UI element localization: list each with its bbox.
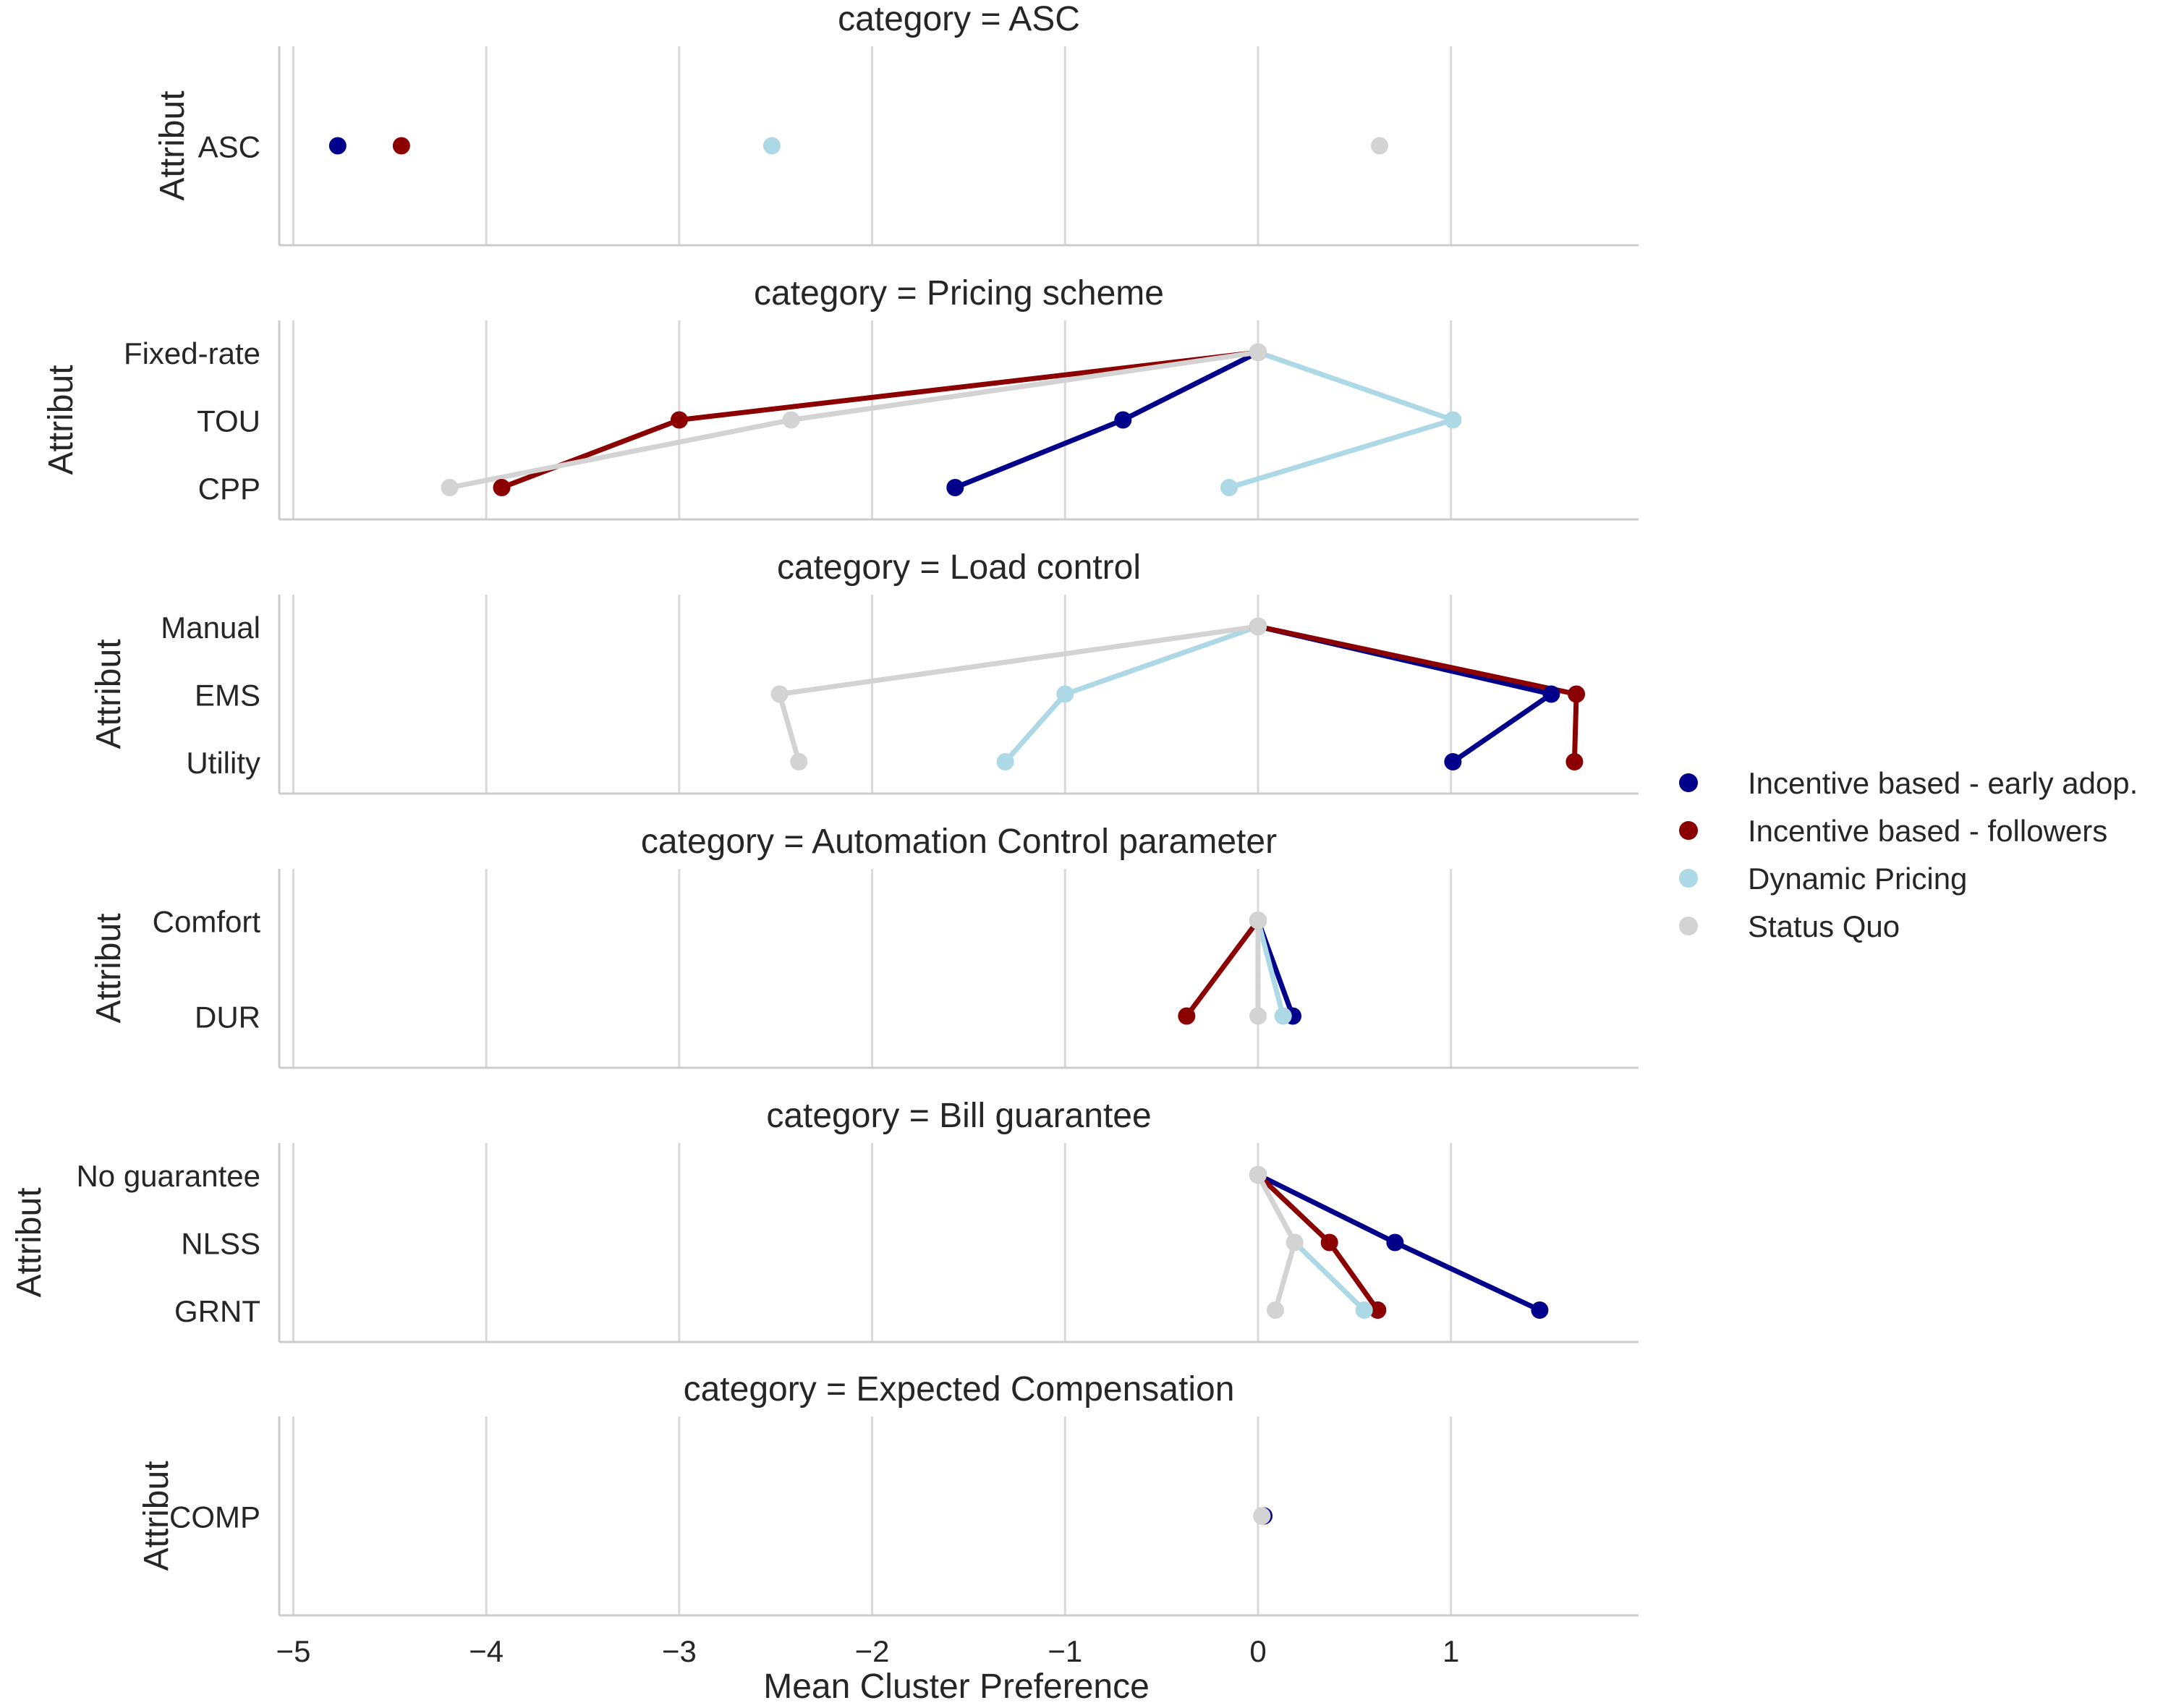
y-tick-label: Comfort — [153, 905, 261, 939]
x-axis-label: Mean Cluster Preference — [763, 1667, 1150, 1706]
data-point — [762, 137, 781, 155]
y-axis-label: Attribut — [90, 639, 128, 749]
x-tick-label: 1 — [1443, 1634, 1459, 1668]
y-axis-label: Attribut — [153, 90, 192, 200]
data-point — [670, 411, 688, 429]
data-point — [493, 479, 511, 496]
y-tick-label: EMS — [195, 679, 260, 713]
y-axis-label: Attribut — [137, 1461, 176, 1571]
data-point — [1320, 1233, 1338, 1252]
y-axis-label: Attribut — [90, 913, 128, 1023]
data-point — [1386, 1233, 1404, 1252]
data-point — [946, 479, 964, 496]
data-point — [1444, 411, 1462, 429]
data-point — [1253, 1507, 1271, 1525]
data-point — [1369, 1301, 1387, 1319]
y-tick-label: DUR — [195, 1000, 260, 1034]
data-point — [1531, 1301, 1549, 1319]
x-tick-label: −2 — [855, 1634, 890, 1668]
data-point — [1267, 1301, 1285, 1319]
y-tick-label: CPP — [198, 472, 260, 506]
data-point — [790, 753, 808, 770]
legend: Incentive based - early adop. Incentive b… — [1679, 766, 2138, 943]
legend-label: Dynamic Pricing — [1748, 862, 1967, 896]
x-tick-label: −1 — [1048, 1634, 1082, 1668]
facet-panel: category = Expected Compensation COMPAttr… — [137, 1370, 1639, 1617]
facet-panel: category = Bill guarantee No guarantee NLS… — [10, 1097, 1639, 1343]
x-tick-label: −4 — [469, 1634, 504, 1668]
y-tick-label: ASC — [198, 130, 260, 164]
x-tick-label: −5 — [276, 1634, 311, 1668]
y-tick-label: Fixed-rate — [124, 336, 260, 370]
data-point — [392, 137, 410, 155]
data-point — [996, 753, 1014, 770]
y-tick-label: No guarantee — [76, 1159, 260, 1193]
y-tick-label: Utility — [186, 746, 260, 780]
data-point — [1249, 1007, 1267, 1025]
data-point — [1542, 685, 1560, 703]
data-point — [328, 137, 347, 155]
legend-marker — [1679, 869, 1698, 888]
data-point — [782, 411, 800, 429]
data-point — [1286, 1233, 1304, 1252]
data-point — [1568, 685, 1586, 703]
data-point — [1178, 1007, 1196, 1025]
y-tick-label: GRNT — [174, 1294, 260, 1328]
facet-title: category = Load control — [777, 548, 1141, 587]
legend-marker — [1679, 821, 1698, 840]
x-tick-label: −3 — [662, 1634, 697, 1668]
series-line — [1184, 919, 1260, 1018]
y-tick-label: COMP — [169, 1500, 260, 1534]
data-point — [1371, 137, 1389, 155]
data-point — [1056, 685, 1074, 703]
y-tick-label: TOU — [197, 404, 260, 438]
legend-label: Status Quo — [1748, 909, 1900, 943]
data-point — [1249, 1166, 1267, 1184]
data-point — [1220, 479, 1238, 496]
data-point — [1565, 753, 1584, 770]
facet-title: category = ASC — [838, 0, 1080, 38]
data-point — [441, 479, 459, 496]
legend-label: Incentive based - early adop. — [1748, 766, 2138, 800]
facet-title: category = Expected Compensation — [684, 1370, 1235, 1409]
y-tick-label: Manual — [161, 611, 260, 645]
legend-label: Incentive based - followers — [1748, 814, 2107, 848]
data-point — [770, 685, 789, 703]
facet-title: category = Bill guarantee — [766, 1097, 1151, 1135]
facet-panel: category = Pricing scheme Fixed-rate TOU CP… — [42, 274, 1639, 521]
x-tick-label: 0 — [1249, 1634, 1266, 1668]
data-point — [1249, 912, 1267, 930]
data-point — [1249, 618, 1267, 635]
legend-marker — [1679, 917, 1698, 935]
series-line — [1255, 919, 1286, 1017]
data-point — [1249, 344, 1267, 361]
facet-title: category = Pricing scheme — [754, 274, 1164, 313]
x-axis: −5 −4 −3 −2 −1 0 1 — [276, 1634, 1460, 1668]
facet-panel: category = Automation Control parameter C… — [90, 823, 1639, 1069]
data-point — [1114, 411, 1132, 429]
legend-marker — [1679, 773, 1698, 792]
y-axis-label: Attribut — [42, 365, 80, 475]
facet-panel: category = Load control Manual EMS Utility A… — [90, 548, 1639, 795]
facet-title: category = Automation Control parameter — [641, 823, 1277, 861]
data-point — [1444, 753, 1462, 770]
y-axis-label: Attribut — [10, 1187, 48, 1297]
y-tick-label: NLSS — [181, 1227, 260, 1261]
data-point — [1355, 1301, 1373, 1319]
data-point — [1274, 1007, 1292, 1025]
